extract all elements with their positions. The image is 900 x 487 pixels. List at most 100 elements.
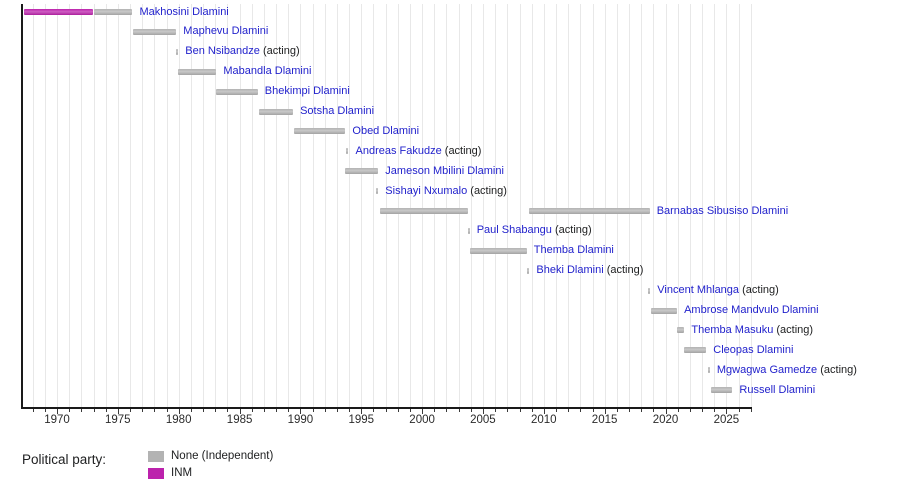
- x-axis-tick-label: 1980: [165, 414, 192, 426]
- x-axis-tick: [629, 409, 630, 412]
- person-name-link[interactable]: Andreas Fakudze: [355, 144, 442, 157]
- x-axis-line: [21, 407, 752, 409]
- x-axis-tick: [689, 409, 691, 412]
- x-axis-tick: [44, 409, 46, 412]
- year-gridline: [32, 4, 34, 407]
- term-bar: [93, 9, 133, 15]
- x-axis-tick: [604, 409, 606, 414]
- timeline-row-label: Mabandla Dlamini: [223, 65, 311, 78]
- x-axis-tick: [409, 409, 411, 412]
- x-axis-tick: [653, 409, 655, 412]
- person-name-link[interactable]: Maphevu Dlamini: [183, 25, 269, 38]
- x-axis-tick-label: 2020: [652, 414, 679, 426]
- person-name-link[interactable]: Themba Dlamini: [533, 244, 614, 257]
- timeline-row-label: Themba Masuku (acting): [691, 324, 813, 337]
- year-gridline: [227, 4, 229, 407]
- year-gridline: [81, 4, 83, 407]
- year-gridline: [142, 4, 144, 407]
- x-axis-tick: [154, 409, 156, 412]
- x-axis-tick: [288, 409, 290, 412]
- person-name-link[interactable]: Vincent Mhlanga: [657, 284, 740, 297]
- x-axis-tick: [69, 409, 71, 412]
- person-name-link[interactable]: Sotsha Dlamini: [300, 105, 375, 117]
- term-bar: [375, 188, 379, 195]
- x-axis-tick: [105, 409, 107, 412]
- x-axis-tick: [93, 409, 95, 412]
- x-axis-tick: [385, 409, 387, 412]
- term-bar: [707, 367, 710, 374]
- x-axis-tick: [714, 409, 716, 412]
- timeline-row-label: Obed Dlamini: [352, 125, 419, 138]
- year-gridline: [130, 4, 131, 407]
- x-axis-tick-label: 1970: [44, 414, 70, 426]
- x-axis-tick-label: 1990: [287, 414, 314, 426]
- year-gridline: [531, 4, 533, 407]
- year-gridline: [653, 4, 655, 407]
- year-gridline: [239, 4, 241, 407]
- year-gridline: [519, 4, 521, 407]
- x-axis-tick: [677, 409, 679, 412]
- person-name-link[interactable]: Mgwagwa Gamedze: [716, 363, 818, 376]
- year-gridline: [470, 4, 472, 407]
- year-gridline: [263, 4, 265, 407]
- year-gridline: [117, 4, 119, 407]
- year-gridline: [203, 4, 204, 407]
- person-name-link[interactable]: Jameson Mbilini Dlamini: [385, 164, 504, 177]
- year-gridline: [665, 4, 667, 407]
- timeline-row-label: Makhosini Dlamini: [140, 6, 229, 19]
- year-gridline: [215, 4, 217, 407]
- x-axis-tick: [32, 409, 34, 412]
- person-name-link[interactable]: Themba Masuku: [691, 323, 774, 336]
- term-bar: [24, 9, 94, 15]
- x-axis-tick: [580, 409, 582, 412]
- term-bar: [710, 387, 733, 394]
- person-name-link[interactable]: Barnabas Sibusiso Dlamini: [656, 204, 789, 217]
- year-gridline: [422, 4, 424, 407]
- year-gridline: [93, 4, 95, 407]
- year-gridline: [556, 4, 557, 407]
- x-axis-tick: [251, 409, 253, 412]
- person-name-link[interactable]: Bhekimpi Dlamini: [264, 85, 350, 98]
- year-gridline: [482, 4, 484, 407]
- timeline-row-label: Sotsha Dlamini: [300, 105, 374, 118]
- acting-suffix: (acting): [773, 323, 814, 336]
- legend-label: None (Independent): [171, 450, 274, 462]
- timeline-row-label: Vincent Mhlanga (acting): [657, 284, 779, 297]
- year-gridline: [276, 4, 278, 407]
- year-gridline: [738, 4, 740, 407]
- person-name-link[interactable]: Ben Nsibandze: [185, 45, 260, 58]
- person-name-link[interactable]: Russell Dlamini: [739, 383, 816, 396]
- year-gridline: [702, 4, 703, 407]
- person-name-link[interactable]: Cleopas Dlamini: [713, 343, 794, 356]
- timeline-row-label: Maphevu Dlamini: [183, 25, 268, 38]
- x-axis-tick: [616, 409, 618, 412]
- timeline-row-label: Ambrose Mandvulo Dlamini: [684, 304, 819, 317]
- x-axis-tick: [142, 409, 144, 412]
- x-axis-tick: [312, 409, 314, 412]
- year-gridline: [105, 4, 107, 407]
- person-name-link[interactable]: Sishayi Nxumalo: [385, 184, 468, 197]
- acting-suffix: (acting): [441, 144, 482, 157]
- term-bar: [178, 68, 217, 75]
- y-axis-line: [21, 4, 23, 409]
- x-axis-tick: [531, 409, 533, 412]
- x-axis-tick-label: 1985: [226, 414, 253, 426]
- year-gridline: [324, 4, 326, 407]
- person-name-link[interactable]: Obed Dlamini: [352, 124, 420, 137]
- year-gridline: [166, 4, 168, 407]
- x-axis-tick: [239, 409, 241, 414]
- person-name-link[interactable]: Ambrose Mandvulo Dlamini: [684, 304, 819, 316]
- x-axis-tick: [117, 409, 119, 414]
- person-name-link[interactable]: Paul Shabangu: [476, 224, 552, 237]
- x-axis-tick-label: 2000: [409, 414, 435, 426]
- person-name-link[interactable]: Bheki Dlamini: [536, 264, 604, 277]
- person-name-link[interactable]: Mabandla Dlamini: [223, 65, 312, 78]
- x-axis-tick-label: 2025: [713, 414, 740, 426]
- timeline-row-label: Andreas Fakudze (acting): [356, 145, 482, 158]
- timeline-row-label: Bhekimpi Dlamini: [265, 85, 350, 98]
- x-axis-tick-label: 2010: [531, 414, 557, 426]
- legend-title: Political party:: [22, 452, 107, 467]
- person-name-link[interactable]: Makhosini Dlamini: [139, 5, 229, 18]
- timeline-row-label: Paul Shabangu (acting): [477, 224, 592, 237]
- x-axis-tick: [470, 409, 472, 412]
